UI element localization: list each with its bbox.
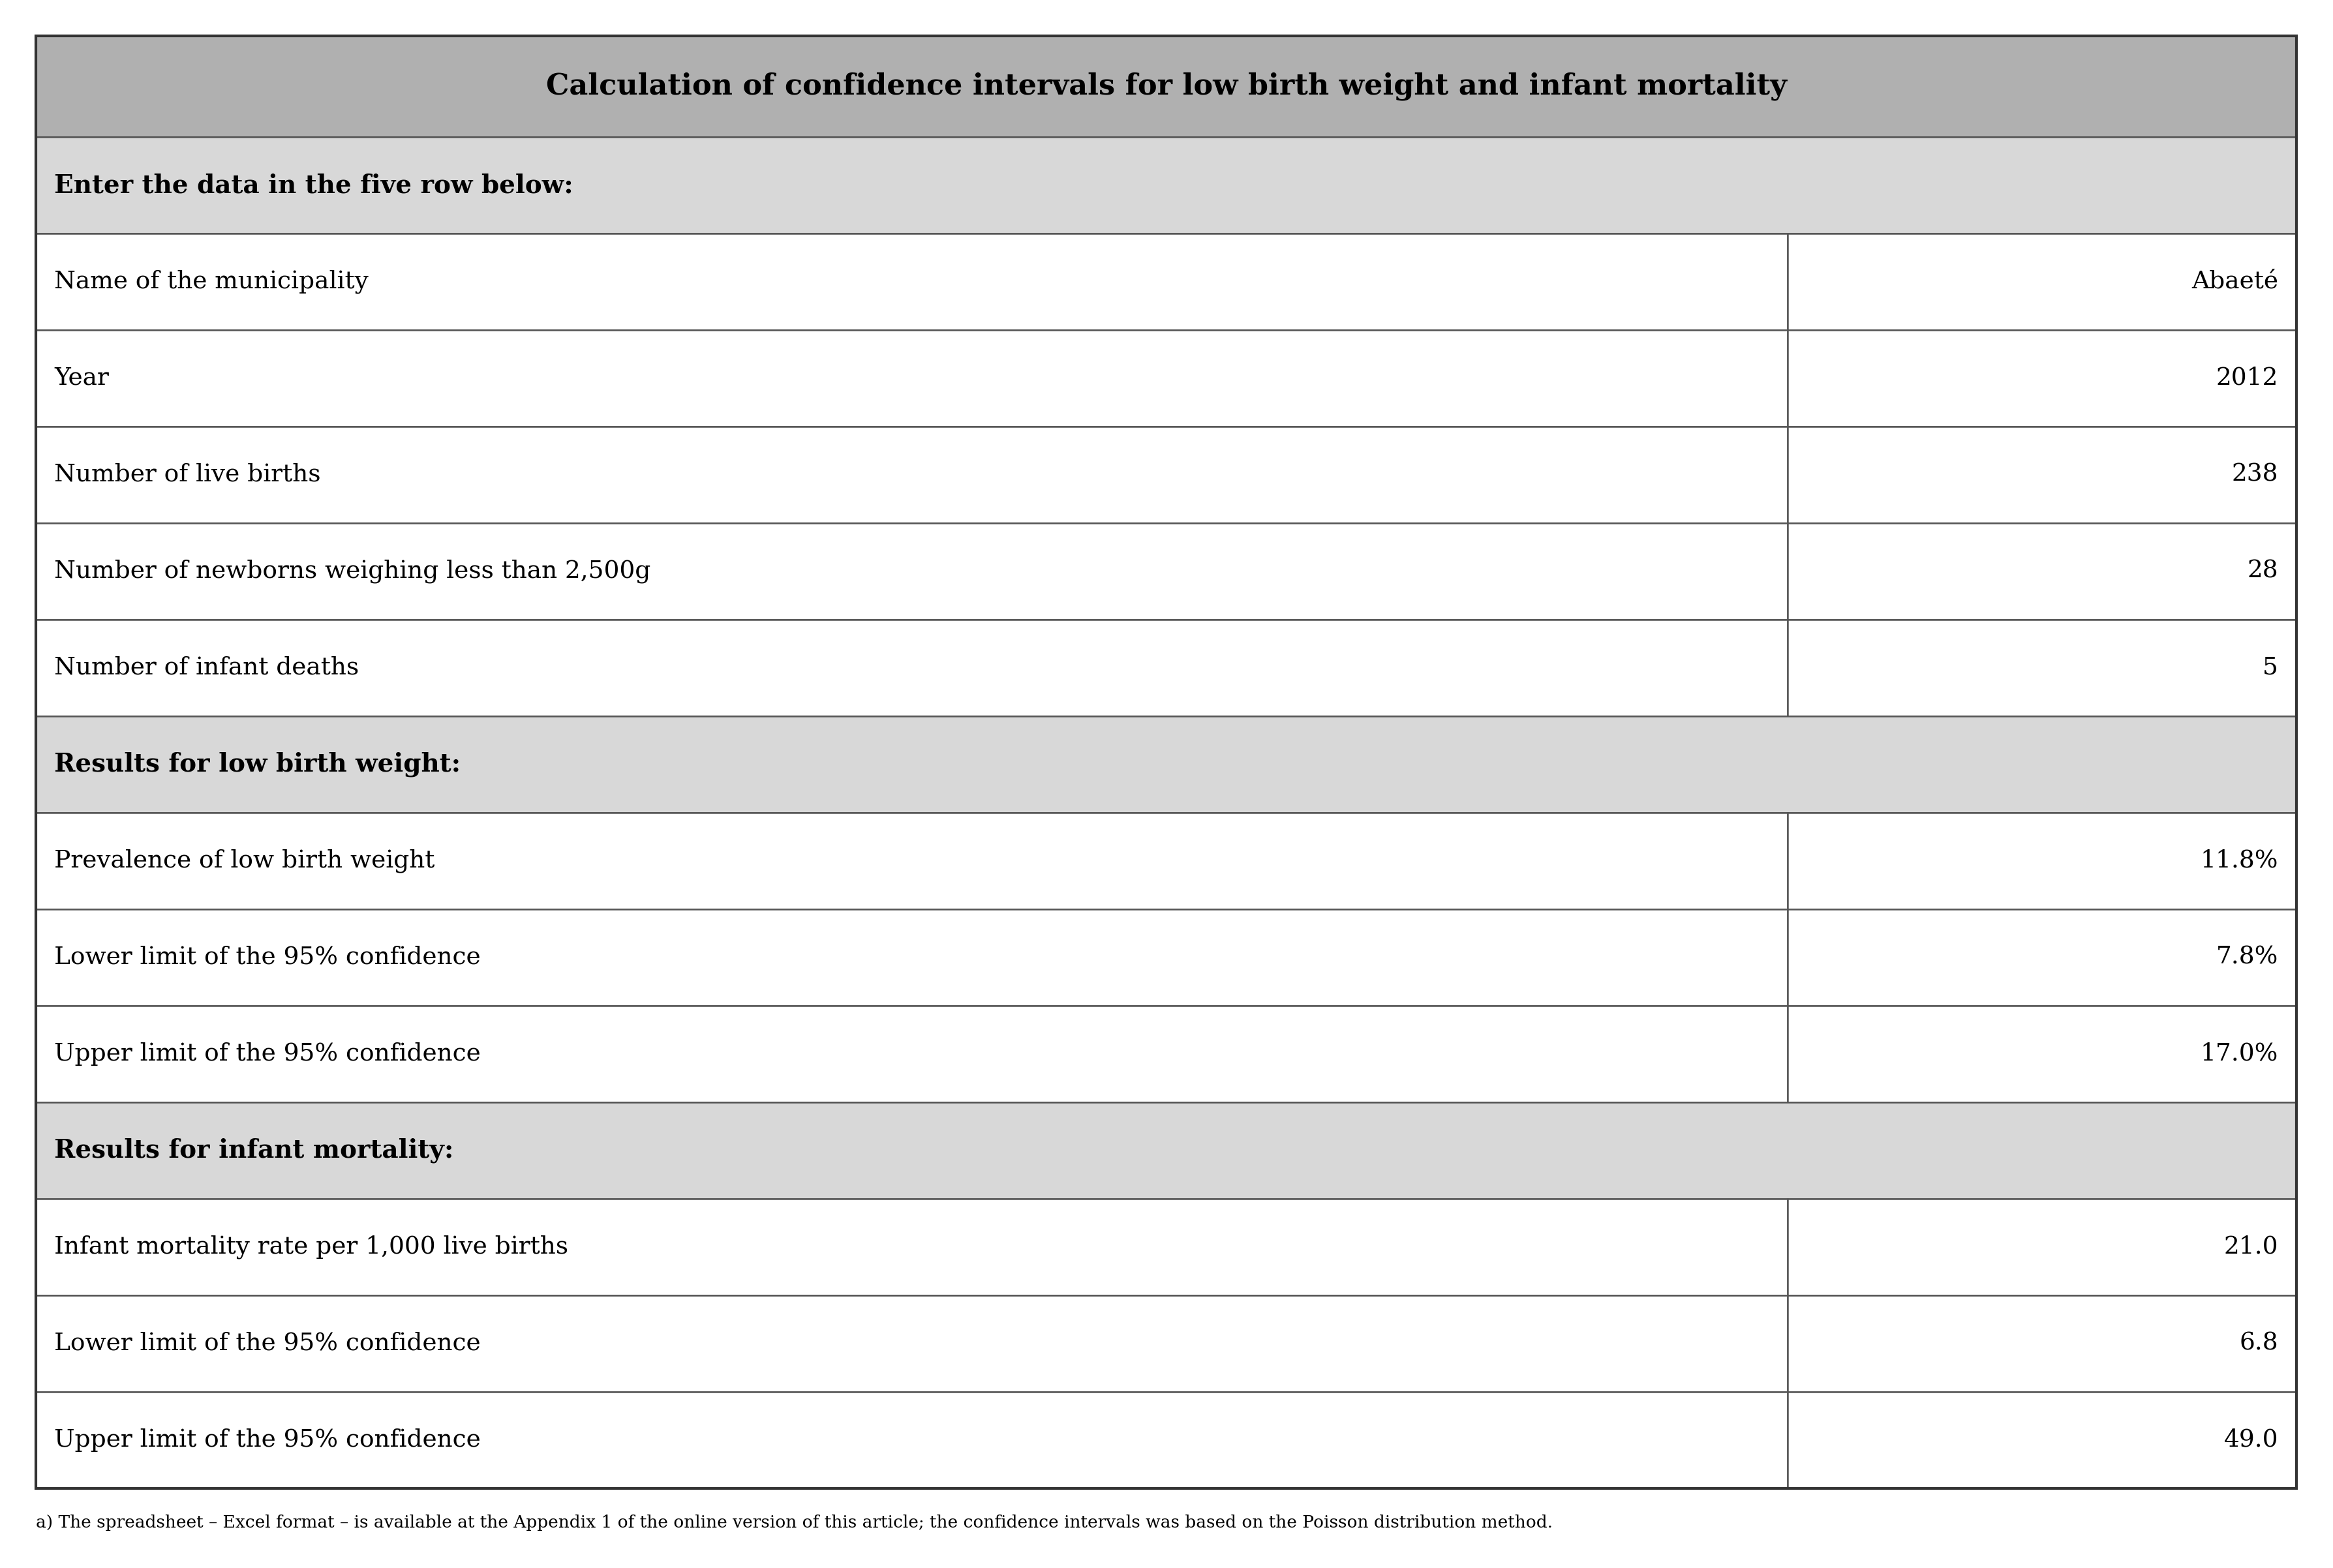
Bar (35, 524, 1787, 619)
Text: Year: Year (54, 367, 110, 390)
Text: Prevalence of low birth weight: Prevalence of low birth weight (54, 848, 434, 873)
Bar (35, 36, 2296, 136)
Text: 49.0: 49.0 (2223, 1428, 2279, 1452)
Text: Enter the data in the five row below:: Enter the data in the five row below: (54, 172, 574, 198)
Bar (1787, 1295, 2296, 1392)
Text: Upper limit of the 95% confidence: Upper limit of the 95% confidence (54, 1428, 481, 1452)
Bar (35, 136, 2296, 234)
Text: Lower limit of the 95% confidence: Lower limit of the 95% confidence (54, 1331, 481, 1355)
Text: 238: 238 (2233, 463, 2279, 486)
Bar (1787, 1005, 2296, 1102)
Bar (35, 1200, 1787, 1295)
Text: Calculation of confidence intervals for low birth weight and infant mortality: Calculation of confidence intervals for … (546, 72, 1787, 100)
Bar (1787, 909, 2296, 1005)
Bar (35, 1102, 2296, 1200)
Bar (35, 1295, 1787, 1392)
Bar (1787, 329, 2296, 426)
Text: 11.8%: 11.8% (2200, 850, 2279, 873)
Text: Number of infant deaths: Number of infant deaths (54, 655, 359, 679)
Bar (35, 619, 1787, 717)
Bar (1787, 234, 2296, 329)
Text: Number of live births: Number of live births (54, 463, 320, 486)
Text: Name of the municipality: Name of the municipality (54, 270, 369, 293)
Text: Infant mortality rate per 1,000 live births: Infant mortality rate per 1,000 live bir… (54, 1236, 569, 1259)
Text: Lower limit of the 95% confidence: Lower limit of the 95% confidence (54, 946, 481, 969)
Text: 17.0%: 17.0% (2200, 1043, 2279, 1066)
Text: Abaeté: Abaeté (2191, 270, 2279, 293)
Text: Upper limit of the 95% confidence: Upper limit of the 95% confidence (54, 1043, 481, 1066)
Text: 28: 28 (2247, 560, 2279, 583)
Text: 21.0: 21.0 (2223, 1236, 2279, 1259)
Text: 5: 5 (2263, 655, 2279, 679)
Bar (1787, 524, 2296, 619)
Bar (1787, 426, 2296, 524)
Text: 6.8: 6.8 (2240, 1331, 2279, 1355)
Bar (1787, 1200, 2296, 1295)
Text: 2012: 2012 (2216, 367, 2279, 390)
Bar (35, 909, 1787, 1005)
Bar (35, 812, 1787, 909)
Text: a) The spreadsheet – Excel format – is available at the Appendix 1 of the online: a) The spreadsheet – Excel format – is a… (35, 1515, 1554, 1530)
Bar (1787, 1392, 2296, 1488)
Bar (35, 717, 2296, 812)
Bar (35, 1005, 1787, 1102)
Bar (35, 426, 1787, 524)
Bar (35, 329, 1787, 426)
Bar (1787, 619, 2296, 717)
Text: Number of newborns weighing less than 2,500g: Number of newborns weighing less than 2,… (54, 560, 651, 583)
Text: 7.8%: 7.8% (2216, 946, 2279, 969)
Text: Results for low birth weight:: Results for low birth weight: (54, 753, 460, 778)
Bar (35, 1392, 1787, 1488)
Bar (1787, 812, 2296, 909)
Text: Results for infant mortality:: Results for infant mortality: (54, 1138, 453, 1163)
Bar (35, 234, 1787, 329)
